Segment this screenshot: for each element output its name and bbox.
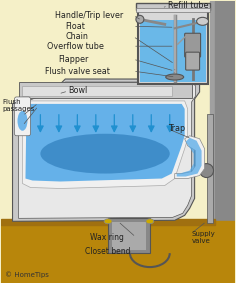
Ellipse shape xyxy=(104,219,112,224)
Polygon shape xyxy=(25,104,185,181)
Bar xyxy=(18,82,192,98)
Ellipse shape xyxy=(40,134,170,173)
Polygon shape xyxy=(177,138,202,177)
Text: Float: Float xyxy=(65,22,85,31)
Bar xyxy=(22,86,172,96)
Ellipse shape xyxy=(17,111,27,131)
Bar xyxy=(215,1,235,283)
Bar xyxy=(136,3,210,10)
Ellipse shape xyxy=(166,74,184,80)
Text: Refill tube: Refill tube xyxy=(168,1,208,10)
Bar xyxy=(108,218,150,253)
Ellipse shape xyxy=(197,17,209,25)
Bar xyxy=(206,114,213,223)
Text: Chain: Chain xyxy=(65,32,88,41)
Text: Overflow tube: Overflow tube xyxy=(47,42,104,51)
FancyBboxPatch shape xyxy=(185,33,201,57)
Text: Flush valve seat: Flush valve seat xyxy=(45,67,110,76)
FancyBboxPatch shape xyxy=(138,8,207,84)
Ellipse shape xyxy=(146,219,154,224)
Text: Bowl: Bowl xyxy=(68,87,88,95)
Polygon shape xyxy=(18,82,196,218)
Bar xyxy=(136,8,210,12)
Bar xyxy=(1,219,215,225)
Text: Supply
valve: Supply valve xyxy=(192,231,215,244)
FancyBboxPatch shape xyxy=(186,52,200,70)
Polygon shape xyxy=(22,101,188,188)
Bar xyxy=(210,1,235,283)
Text: Trap: Trap xyxy=(168,124,185,133)
Circle shape xyxy=(200,164,214,177)
Text: Closet bend: Closet bend xyxy=(85,247,131,256)
Polygon shape xyxy=(13,79,200,221)
Text: Handle/Trip lever: Handle/Trip lever xyxy=(55,11,124,20)
Bar xyxy=(1,221,235,283)
Text: Wax ring: Wax ring xyxy=(90,233,124,242)
Text: Flush
passages: Flush passages xyxy=(3,99,35,112)
Bar xyxy=(140,20,206,82)
Bar xyxy=(195,168,209,173)
FancyBboxPatch shape xyxy=(15,97,30,136)
Circle shape xyxy=(136,15,144,23)
Polygon shape xyxy=(175,136,205,179)
Text: Flapper: Flapper xyxy=(58,55,89,64)
Text: © HomeTips: © HomeTips xyxy=(4,272,48,278)
Bar xyxy=(112,222,146,250)
